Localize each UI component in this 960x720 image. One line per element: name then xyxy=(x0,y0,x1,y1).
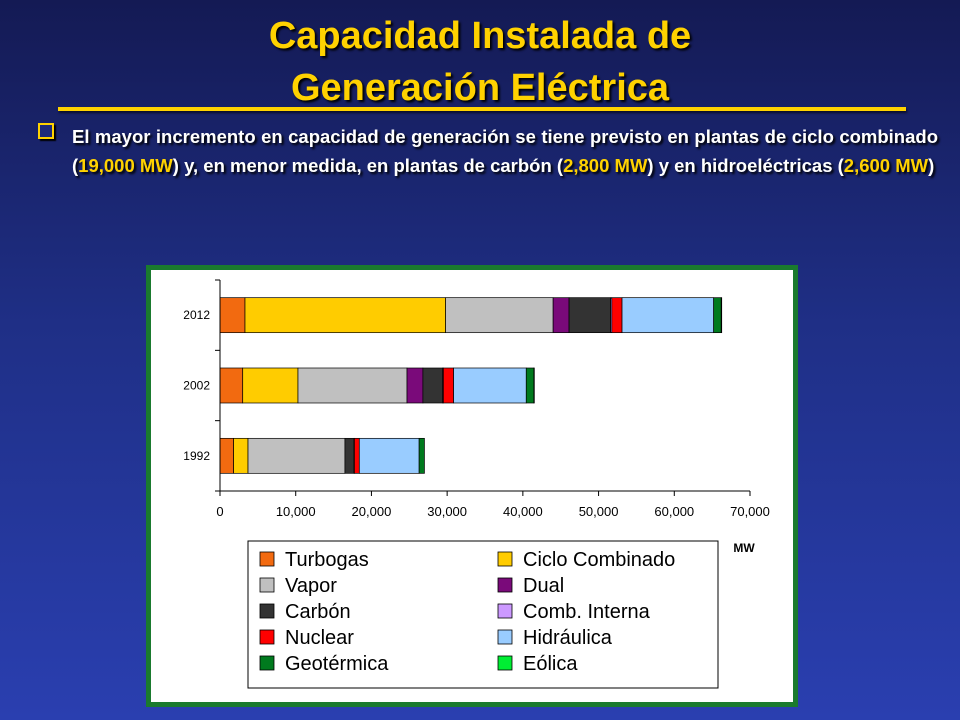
legend-swatch-2 xyxy=(259,577,275,593)
legend-swatch-7 xyxy=(497,629,513,645)
highlight-hidroelectricas: 2,600 MW xyxy=(843,155,929,176)
bar-2002-series-0 xyxy=(219,367,244,404)
bar-1992-series-2 xyxy=(247,437,346,474)
legend-swatch-9 xyxy=(497,655,513,671)
bar-2002-series-7 xyxy=(453,367,527,404)
bar-2002-series-1 xyxy=(242,367,299,404)
y-tick-label-2002: 2002 xyxy=(183,379,210,393)
legend-label-2: Vapor xyxy=(285,575,337,597)
legend-label-8: Geotérmica xyxy=(285,653,389,675)
bar-2012-series-2 xyxy=(445,297,554,334)
legend-label-1: Ciclo Combinado xyxy=(523,549,675,571)
bullet-text-part2: ) y, en menor medida, en plantas de carb… xyxy=(172,155,564,176)
slide-title-line1: Capacidad Instalada de xyxy=(268,15,692,57)
legend-swatch-5 xyxy=(497,603,513,619)
bullet-text-part4: ) xyxy=(928,155,935,176)
bar-2012-series-3 xyxy=(552,297,570,334)
bar-2012-series-4 xyxy=(568,297,612,334)
x-tick-label: 20,000 xyxy=(352,504,392,519)
legend-swatch-6 xyxy=(259,629,275,645)
title-underline xyxy=(58,107,906,111)
checkbox-bullet-icon xyxy=(38,123,54,139)
bullet-text-part1: El mayor incremento en capacidad de gene… xyxy=(72,126,938,176)
legend-swatch-0 xyxy=(259,551,275,567)
legend-label-0: Turbogas xyxy=(285,549,369,571)
x-tick-label: 50,000 xyxy=(579,504,619,519)
legend-swatch-8 xyxy=(259,655,275,671)
legend-label-6: Nuclear xyxy=(285,627,354,649)
bullet-text-part3: ) y en hidroeléctricas ( xyxy=(647,155,844,176)
x-tick-label: 70,000 xyxy=(730,504,770,519)
legend-swatch-4 xyxy=(259,603,275,619)
legend-label-7: Hidráulica xyxy=(523,627,613,649)
chart-panel: 2012 2002 1992 0 10,000 20,000 30,000 40,000 50,… xyxy=(146,265,798,707)
bar-1992-series-8 xyxy=(418,437,425,474)
bar-2012-series-9 xyxy=(720,297,723,334)
legend-label-4: Carbón xyxy=(285,601,351,623)
bar-2012-series-0 xyxy=(219,297,246,334)
bar-2012-series-1 xyxy=(244,297,446,334)
x-tick-label: 40,000 xyxy=(503,504,543,519)
legend-swatch-1 xyxy=(497,551,513,567)
bullet-text: El mayor incremento en capacidad de gene… xyxy=(72,122,938,180)
x-tick-label: 60,000 xyxy=(654,504,694,519)
highlight-carbon: 2,800 MW xyxy=(563,155,648,176)
slide-title-line2: Generación Eléctrica xyxy=(290,67,670,109)
bar-2002-series-6 xyxy=(443,367,454,404)
bar-2002-series-8 xyxy=(525,367,535,404)
bar-2012-series-7 xyxy=(621,297,715,334)
capacity-chart: 2012 2002 1992 0 10,000 20,000 30,000 40,000 50,… xyxy=(183,279,770,689)
bar-1992-series-6 xyxy=(354,437,360,474)
x-axis-label: MW xyxy=(733,541,755,555)
bar-2012-series-6 xyxy=(611,297,623,334)
bar-2002-series-2 xyxy=(297,367,408,404)
legend-box xyxy=(247,540,719,689)
y-tick-label-1992: 1992 xyxy=(183,449,210,463)
bar-1992-series-0 xyxy=(219,437,234,474)
bar-1992-series-4 xyxy=(344,437,355,474)
x-tick-label: 0 xyxy=(216,504,223,519)
bar-1992-series-1 xyxy=(233,437,249,474)
legend-swatch-3 xyxy=(497,577,513,593)
legend-label-5: Comb. Interna xyxy=(523,601,651,623)
legend-label-9: Eólica xyxy=(523,653,578,675)
bar-2002-series-3 xyxy=(406,367,424,404)
bar-1992-series-7 xyxy=(358,437,420,474)
bar-2012-series-8 xyxy=(713,297,722,334)
x-tick-label: 10,000 xyxy=(276,504,316,519)
x-tick-label: 30,000 xyxy=(427,504,467,519)
bar-2002-series-9 xyxy=(533,367,535,404)
highlight-ciclo-combinado: 19,000 MW xyxy=(78,155,173,176)
bar-2002-series-4 xyxy=(422,367,443,404)
legend-label-3: Dual xyxy=(523,575,564,597)
y-tick-label-2012: 2012 xyxy=(183,308,210,322)
